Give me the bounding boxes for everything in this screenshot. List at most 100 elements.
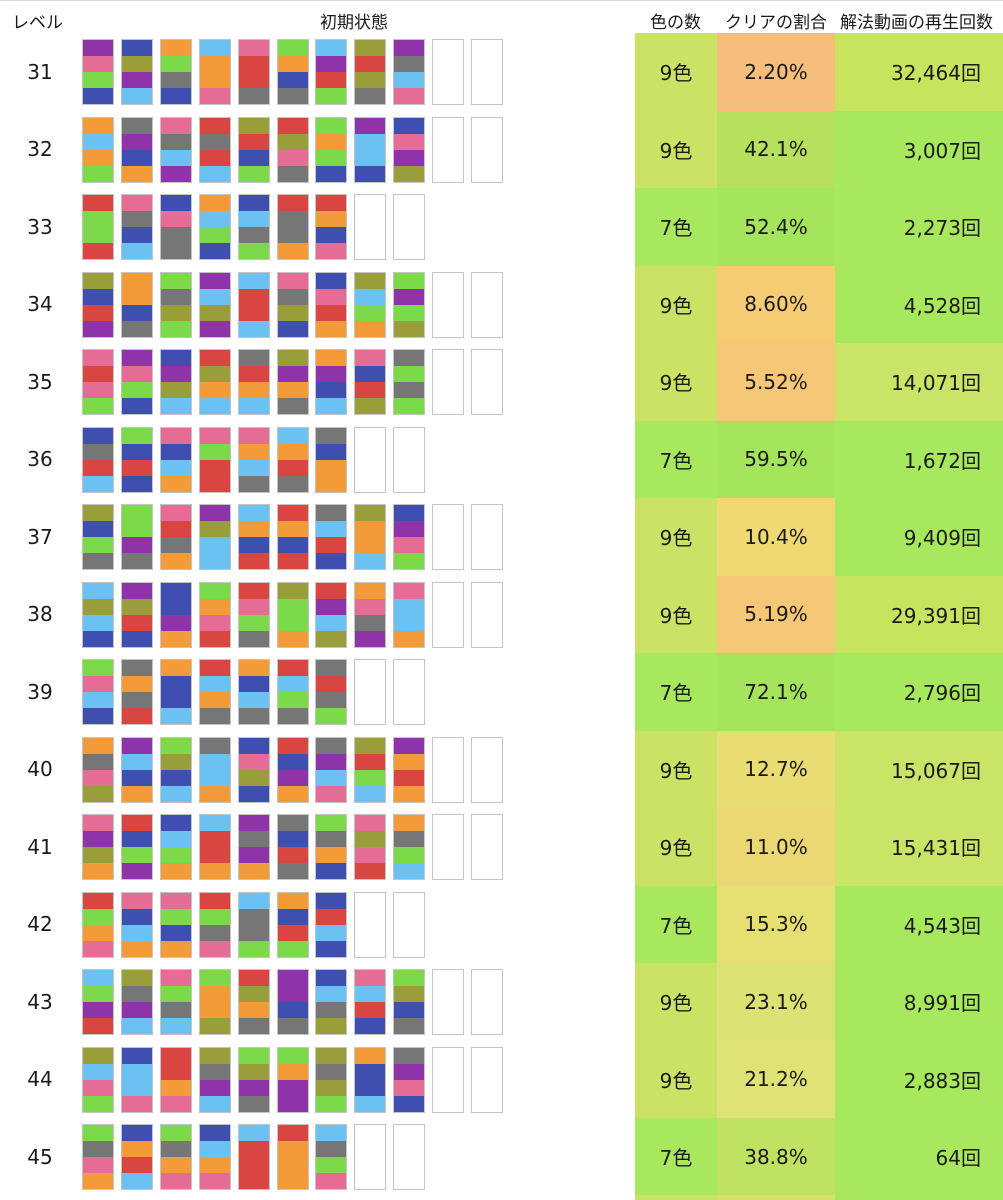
color-segment [316,211,347,227]
color-segment [316,986,347,1002]
colors-count-cell: 9色 [635,265,717,343]
tube [354,116,387,183]
color-segment [83,847,113,863]
table-row: 32 9色 42.1% 3,007回 [0,110,1003,188]
color-segment [121,227,152,243]
tube [198,891,231,958]
color-segment [83,366,113,382]
color-segment [121,443,152,460]
color-segment [199,970,230,986]
color-segment [238,553,269,569]
color-segment [238,505,269,521]
color-segment [355,40,386,56]
color-segment [160,863,191,879]
color-segment [121,521,152,537]
empty-tube [432,504,465,570]
color-segment [121,1095,152,1112]
color-segment [394,785,425,802]
tube [354,39,387,105]
color-segment [83,986,113,1002]
color-segment [121,40,152,56]
color-segment [316,582,347,599]
color-segment [316,940,347,957]
color-segment [121,1047,152,1064]
color-segment [238,1141,269,1157]
color-segment [199,366,230,382]
empty-tube [471,39,503,105]
tube [82,39,114,105]
color-segment [238,598,269,615]
tube [393,969,426,1035]
clear-rate-cell: 12.7% [717,730,835,808]
color-segment [160,1079,191,1096]
color-segment [394,598,425,615]
color-segment [316,614,347,631]
color-segment [238,537,269,553]
color-segment [238,708,269,724]
table-row: 38 9色 5.19% 29,391回 [0,575,1003,653]
color-segment [121,427,152,444]
color-segment [199,1095,230,1112]
color-segment [394,737,425,754]
tube [82,426,114,493]
color-segment [394,521,425,537]
color-segment [199,304,230,321]
color-segment [394,863,425,879]
color-segment [199,427,230,444]
color-segment [394,1047,425,1064]
color-segment [121,970,152,986]
color-segment [83,753,113,770]
color-segment [394,753,425,770]
color-segment [238,366,269,382]
color-segment [277,165,308,182]
color-segment [394,40,425,56]
color-segment [160,521,191,537]
color-segment [277,769,308,786]
color-segment [394,165,425,182]
empty-tube [432,969,465,1035]
color-segment [160,304,191,321]
tube [198,426,231,493]
color-segment [121,863,152,879]
tube [315,116,348,183]
color-segment [160,614,191,631]
color-segment [316,165,347,182]
color-segment [199,598,230,615]
view-count-cell: 2,796回 [835,653,1003,731]
color-segment [160,443,191,460]
level-table: 31 9色 2.20% 32,464回 32 9色 42.1% 3,007回 33 7色 52.4%… [0,33,1003,1196]
tube [315,1046,348,1113]
tube [315,39,348,105]
tube [120,736,153,803]
tube [159,349,192,415]
color-segment [121,815,152,831]
tube [237,426,270,493]
color-segment [277,40,308,56]
level-number: 31 [27,59,53,84]
view-count-cell: 15,067回 [835,730,1003,808]
color-segment [394,366,425,382]
level-number: 34 [27,292,53,317]
color-segment [394,72,425,88]
color-segment [121,382,152,398]
tube [354,504,387,570]
color-segment [121,475,152,492]
color-segment [355,72,386,88]
color-segment [316,427,347,444]
tube [393,349,426,415]
empty-tube [471,271,503,338]
level-number: 45 [27,1144,53,1169]
color-segment [121,1125,152,1141]
tube [315,271,348,338]
tube [315,1124,348,1190]
tube [82,1124,114,1190]
color-segment [316,1125,347,1141]
tube [237,504,270,570]
color-segment [238,692,269,708]
tube [198,271,231,338]
color-segment [83,1018,113,1034]
color-segment [83,149,113,166]
color-segment [394,1002,425,1018]
color-segment [83,598,113,615]
color-segment [394,831,425,847]
